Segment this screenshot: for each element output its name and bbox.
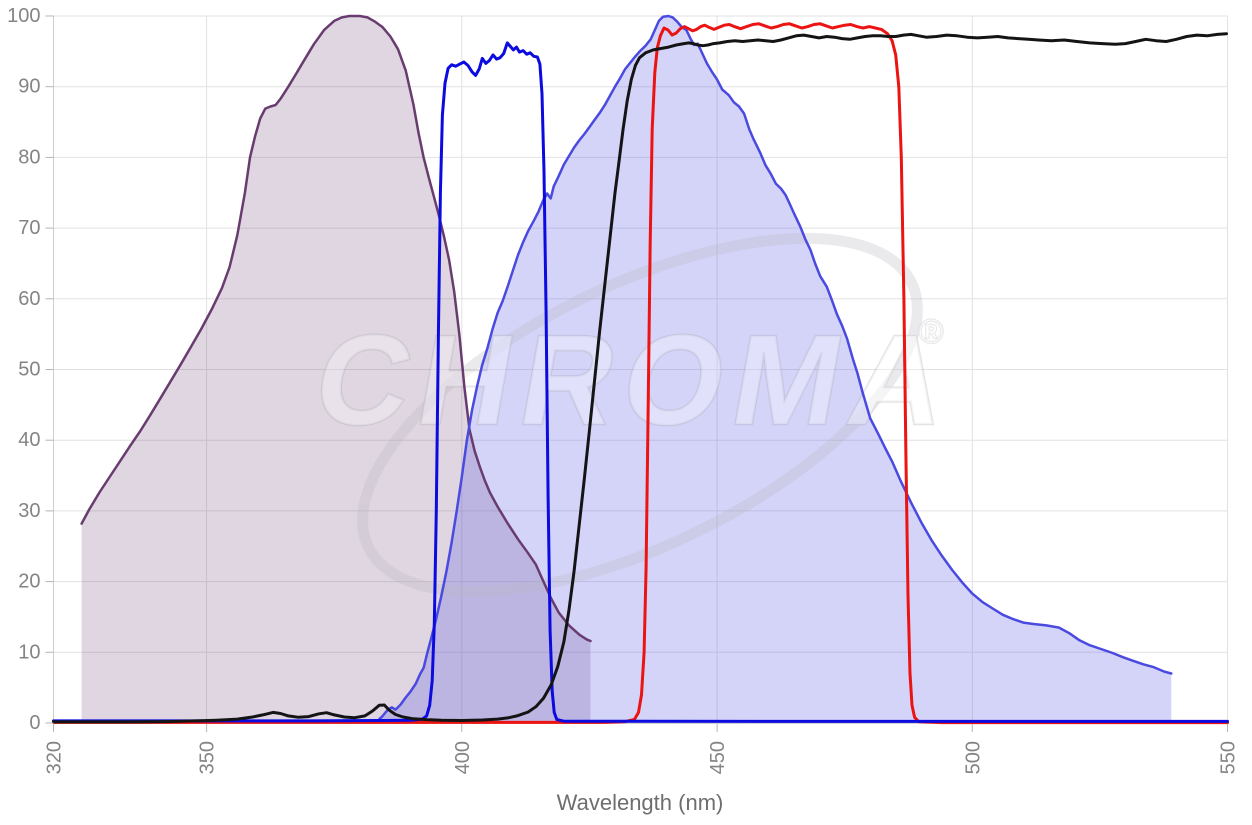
y-tick-label: 30 (18, 500, 40, 522)
x-tick-label: 320 (44, 741, 66, 774)
emission-spectrum-line (376, 14, 1173, 723)
y-tick-label: 50 (18, 359, 40, 381)
x-axis-title: Wavelength (nm) (556, 790, 724, 815)
watermark-reg-mark: ® (918, 313, 943, 351)
x-tick-label: 450 (707, 741, 729, 774)
x-tick-label: 500 (962, 741, 984, 774)
x-tick-label: 550 (1218, 741, 1240, 774)
emission-filter-bandpass-line (52, 22, 1229, 725)
y-tick-label: 20 (18, 571, 40, 593)
y-tick-label: 80 (18, 146, 40, 168)
excitation-spectrum-fill (81, 16, 591, 723)
watermark-text: CHROMA (305, 309, 966, 452)
y-tick-label: 90 (18, 76, 40, 98)
y-tick-label: 10 (18, 641, 40, 663)
watermark: CHROMA® (304, 232, 968, 598)
excitation-filter-bandpass-line (52, 41, 1229, 723)
y-tick-label: 40 (18, 429, 40, 451)
watermark-swoosh (357, 232, 923, 598)
excitation-spectrum-line (80, 14, 592, 643)
x-tick-label: 350 (197, 741, 219, 774)
y-tick-label: 60 (18, 288, 40, 310)
y-tick-label: 0 (29, 712, 40, 734)
y-tick-label: 70 (18, 217, 40, 239)
x-tick-label: 400 (452, 741, 474, 774)
y-tick-label: 100 (7, 5, 40, 27)
dichroic-longpass-line (52, 32, 1228, 724)
